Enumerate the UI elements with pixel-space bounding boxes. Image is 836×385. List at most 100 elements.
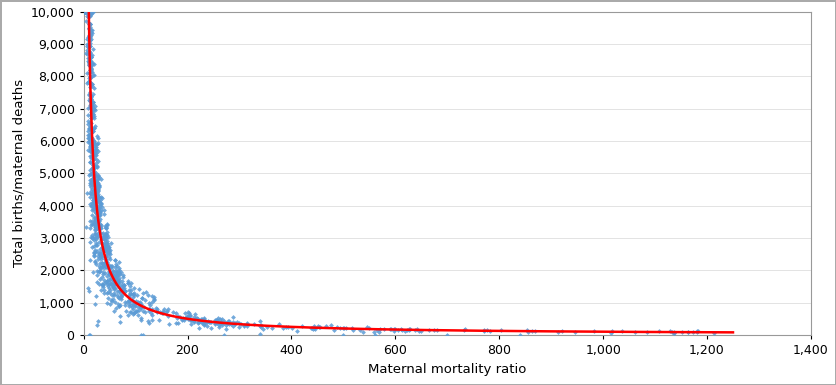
Point xyxy=(686,329,700,335)
Point xyxy=(81,8,94,15)
Point xyxy=(92,174,105,180)
Point xyxy=(84,141,98,147)
Point xyxy=(399,328,412,335)
Point xyxy=(82,8,95,15)
Point xyxy=(180,313,193,320)
Point xyxy=(99,259,113,265)
Point xyxy=(197,315,211,321)
Point xyxy=(82,79,95,85)
Point xyxy=(169,320,182,326)
Point xyxy=(92,194,105,200)
Point xyxy=(91,223,104,229)
Point xyxy=(408,327,421,333)
Point xyxy=(90,163,104,169)
Point xyxy=(84,52,97,58)
Point xyxy=(79,8,93,15)
Point xyxy=(94,200,108,206)
Point xyxy=(86,169,99,176)
Point xyxy=(83,148,96,154)
Point xyxy=(126,306,140,312)
Point xyxy=(181,309,195,315)
Point xyxy=(81,8,94,15)
Point xyxy=(99,233,112,239)
Point xyxy=(110,292,124,298)
Point xyxy=(102,249,115,256)
Point xyxy=(89,198,103,204)
Point xyxy=(94,252,108,258)
Point xyxy=(83,8,96,15)
Point xyxy=(81,8,94,15)
Point xyxy=(92,281,105,287)
Point xyxy=(81,8,94,15)
Point xyxy=(83,134,96,141)
Point xyxy=(79,8,93,15)
Point xyxy=(83,8,96,15)
Point xyxy=(91,187,104,194)
Point xyxy=(82,8,95,15)
Point xyxy=(81,8,94,15)
Point xyxy=(89,190,103,196)
Point xyxy=(82,8,95,15)
Point xyxy=(84,8,97,15)
Point xyxy=(84,102,98,108)
Point xyxy=(84,59,97,65)
Point xyxy=(94,200,107,206)
Point xyxy=(120,299,133,305)
Point xyxy=(96,234,110,241)
Point xyxy=(568,329,581,335)
Point xyxy=(81,8,94,15)
Point xyxy=(83,125,96,131)
Point xyxy=(92,194,105,200)
Point xyxy=(101,242,115,248)
Point xyxy=(86,81,99,87)
Point xyxy=(181,314,194,320)
Point xyxy=(87,138,100,144)
Point xyxy=(79,8,92,15)
Point xyxy=(79,8,93,15)
Point xyxy=(84,102,97,108)
Point xyxy=(80,8,94,15)
Point xyxy=(94,176,107,182)
Point xyxy=(84,62,98,68)
Point xyxy=(81,8,94,15)
Point xyxy=(104,297,118,303)
Point xyxy=(90,211,104,217)
Point xyxy=(79,8,93,15)
Point xyxy=(87,85,100,91)
Point xyxy=(81,8,94,15)
Point xyxy=(84,36,98,42)
Point xyxy=(108,278,121,284)
Point xyxy=(79,8,92,15)
Point xyxy=(98,276,111,283)
Point xyxy=(113,259,126,265)
Point xyxy=(124,301,137,308)
Point xyxy=(84,142,98,149)
Point xyxy=(118,282,131,288)
Point xyxy=(81,8,94,15)
Point xyxy=(104,292,118,298)
Point xyxy=(83,78,96,84)
Point xyxy=(83,8,96,15)
Point xyxy=(81,8,94,15)
Point xyxy=(84,109,98,116)
Point xyxy=(83,153,96,159)
Point xyxy=(99,254,112,260)
Point xyxy=(205,325,218,331)
Point xyxy=(707,330,721,336)
Point xyxy=(145,317,158,323)
Point xyxy=(81,8,94,15)
Point xyxy=(80,8,94,15)
Point xyxy=(79,8,92,15)
Point xyxy=(80,8,94,15)
Point xyxy=(79,8,92,15)
Point xyxy=(105,298,119,304)
Point xyxy=(183,312,196,318)
Point xyxy=(84,13,97,19)
Point xyxy=(92,217,105,223)
Point xyxy=(79,8,92,15)
Point xyxy=(114,319,127,325)
Point xyxy=(107,284,120,290)
Point xyxy=(83,144,96,150)
Point xyxy=(100,262,114,268)
Point xyxy=(82,8,95,15)
